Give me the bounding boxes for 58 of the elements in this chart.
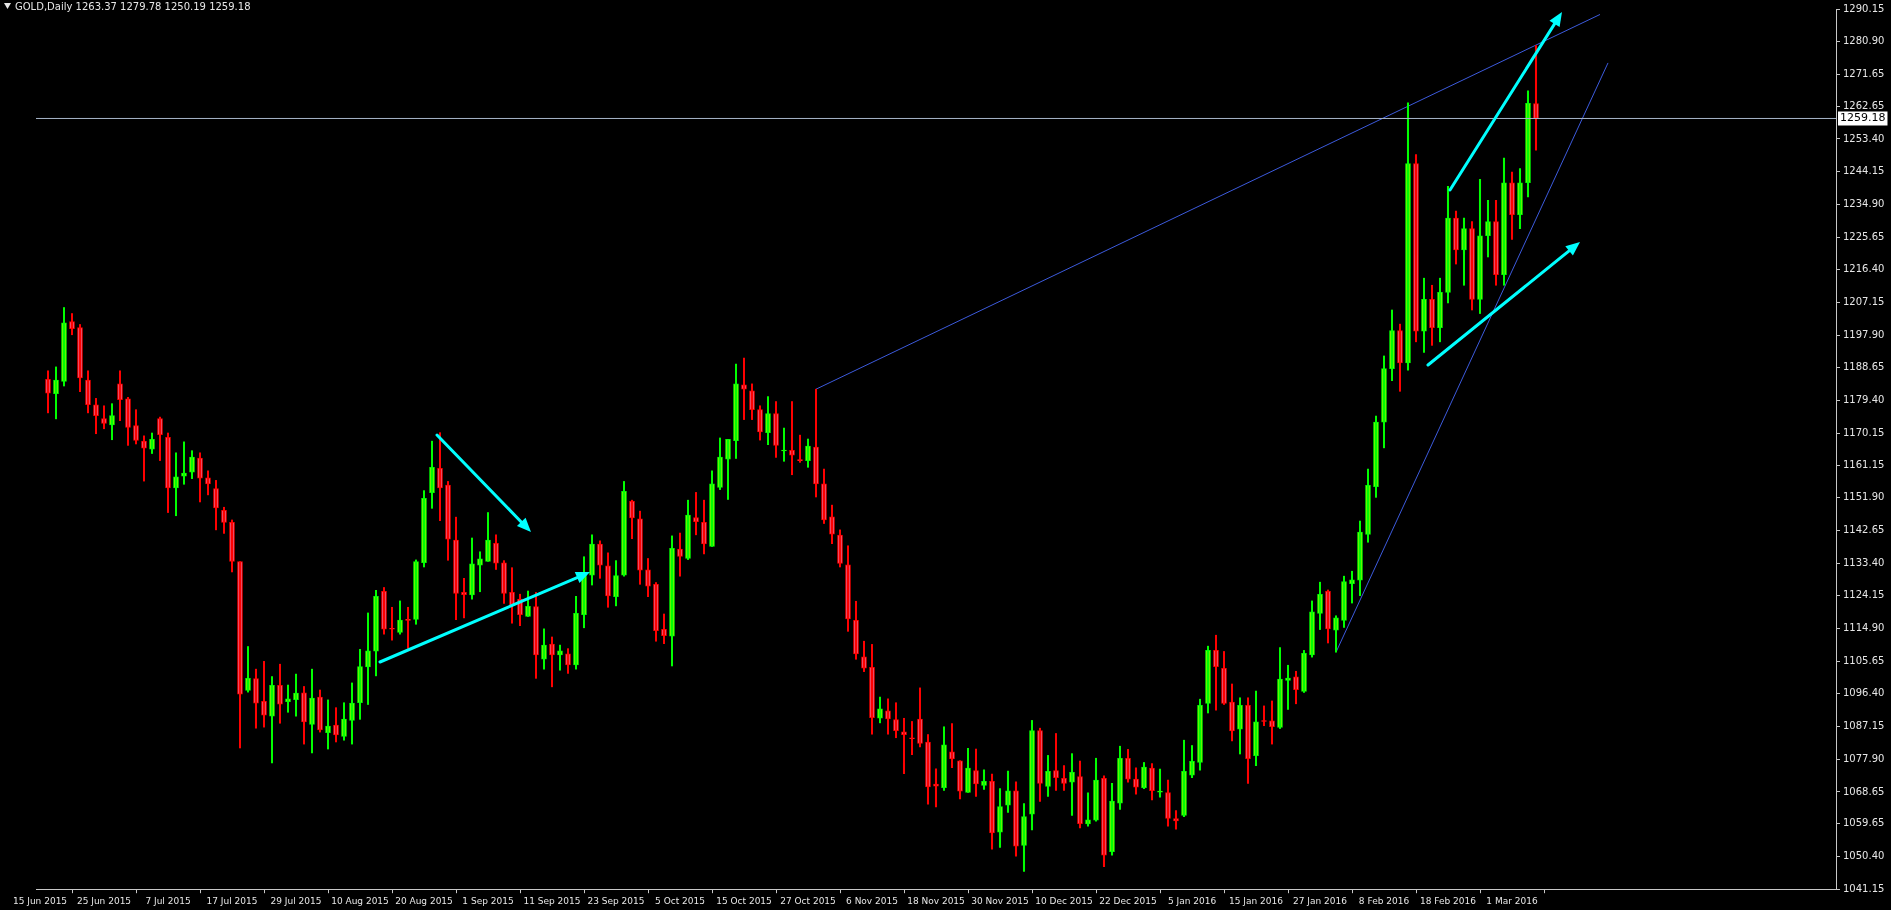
x-tick-label: 23 Sep 2015 (587, 895, 645, 906)
y-tick-label: 1280.90 (1843, 35, 1885, 47)
x-tick-label: 29 Jul 2015 (270, 895, 322, 906)
x-tick-label: 10 Aug 2015 (331, 895, 389, 906)
y-tick-label: 1234.90 (1843, 197, 1885, 209)
x-tick-label: 5 Jan 2016 (1167, 895, 1217, 906)
y-tick-label: 1041.15 (1843, 882, 1885, 894)
x-tick-label: 5 Oct 2015 (655, 895, 705, 906)
y-tick-label: 1290.15 (1843, 2, 1885, 14)
y-tick-label: 1133.40 (1843, 556, 1885, 568)
y-tick-label: 1161.15 (1843, 458, 1885, 470)
chart-title: GOLD,Daily 1263.37 1279.78 1250.19 1259.18 (15, 1, 251, 12)
x-tick-label: 30 Nov 2015 (971, 895, 1029, 906)
x-tick-label: 1 Mar 2016 (1486, 895, 1538, 906)
y-tick-label: 1151.90 (1843, 491, 1885, 503)
x-tick-label: 1 Sep 2015 (462, 895, 514, 906)
candlestick (1157, 768, 1163, 798)
y-tick-label: 1225.65 (1843, 230, 1885, 242)
candlestick (389, 606, 395, 641)
candlestick (909, 721, 915, 756)
y-tick-label: 1197.90 (1843, 328, 1885, 340)
y-tick-label: 1179.40 (1843, 394, 1885, 406)
x-tick-label: 11 Sep 2015 (523, 895, 581, 906)
x-tick-label: 15 Jan 2016 (1229, 895, 1284, 906)
y-tick-label: 1271.65 (1843, 67, 1885, 79)
y-tick-label: 1216.40 (1843, 263, 1885, 275)
x-tick-label: 22 Dec 2015 (1099, 895, 1157, 906)
y-tick-label: 1170.15 (1843, 426, 1885, 438)
x-tick-label: 25 Jun 2015 (76, 895, 132, 906)
x-tick-label: 17 Jul 2015 (206, 895, 258, 906)
x-tick-label: 8 Feb 2016 (1358, 895, 1410, 906)
y-tick-label: 1244.15 (1843, 165, 1885, 177)
y-tick-label: 1068.65 (1843, 785, 1885, 797)
x-tick-label: 20 Aug 2015 (395, 895, 453, 906)
y-tick-label: 1207.15 (1843, 295, 1885, 307)
x-tick-label: 6 Nov 2015 (846, 895, 898, 906)
y-tick-label: 1050.40 (1843, 850, 1885, 862)
y-tick-label: 1253.40 (1843, 132, 1885, 144)
x-tick-label: 18 Feb 2016 (1419, 895, 1477, 906)
x-tick-label: 15 Oct 2015 (716, 895, 772, 906)
y-tick-label: 1188.65 (1843, 361, 1885, 373)
x-tick-label: 15 Jun 2015 (12, 895, 68, 906)
x-tick-label: 7 Jul 2015 (145, 895, 191, 906)
x-tick-label: 18 Nov 2015 (907, 895, 965, 906)
y-tick-label: 1059.65 (1843, 817, 1885, 829)
y-tick-label: 1077.90 (1843, 752, 1885, 764)
x-tick-label: 27 Jan 2016 (1293, 895, 1348, 906)
x-tick-label: 10 Dec 2015 (1035, 895, 1093, 906)
ref-line-label: 1259.18 (1840, 111, 1886, 125)
y-tick-label: 1262.65 (1843, 99, 1885, 111)
y-tick-label: 1087.15 (1843, 720, 1885, 732)
y-tick-label: 1105.65 (1843, 654, 1885, 666)
y-tick-label: 1096.40 (1843, 687, 1885, 699)
y-tick-label: 1142.65 (1843, 524, 1885, 535)
candlestick (781, 427, 787, 462)
y-tick-label: 1114.90 (1843, 622, 1885, 634)
y-tick-label: 1124.15 (1843, 589, 1885, 601)
x-tick-label: 27 Oct 2015 (780, 895, 836, 906)
